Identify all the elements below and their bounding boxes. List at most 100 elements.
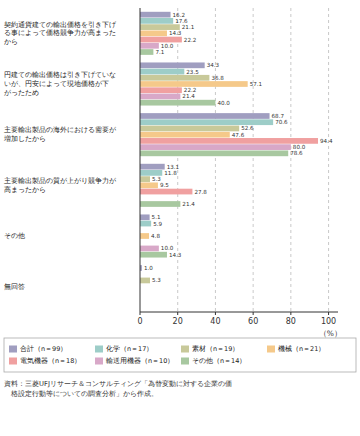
category-label-line: いが、円安によって現地価格が下 — [4, 80, 109, 88]
legend-swatch — [95, 346, 103, 353]
data-label: 5.3 — [152, 176, 161, 182]
data-label: 36.8 — [211, 75, 224, 81]
bar — [140, 201, 180, 207]
bar — [140, 87, 182, 93]
bars — [140, 12, 318, 284]
category-label-line: る事によって価格競争力が高まった — [4, 29, 116, 37]
grid-line — [177, 8, 178, 312]
bar — [140, 30, 167, 36]
grid-line — [215, 8, 216, 312]
data-label: 10.0 — [161, 43, 174, 49]
bar — [140, 164, 165, 170]
legend-label: その他（n＝14） — [192, 357, 246, 365]
bar — [140, 18, 173, 24]
bar — [140, 221, 151, 227]
bar — [140, 189, 192, 195]
bar — [140, 62, 205, 68]
data-label: 57.1 — [250, 81, 263, 87]
category-label: その他 — [4, 232, 25, 240]
bar — [140, 150, 288, 156]
data-label: 21.1 — [182, 24, 195, 30]
bar — [140, 233, 149, 239]
bar — [140, 69, 184, 75]
category-label: 円建ての輸出価格は引き下げていないが、円安によって現地価格が下がったため — [4, 71, 116, 96]
grid — [178, 8, 329, 312]
category-label: 主要輸出製品の海外における需要が増加したから — [3, 126, 117, 143]
data-label: 13.1 — [167, 164, 180, 170]
category-label-line: 主要輸出製品の質が上がり競争力が — [4, 177, 117, 185]
bar — [140, 81, 248, 87]
bar — [140, 49, 153, 55]
data-label: 40.0 — [217, 100, 230, 106]
source-note: 格設定行動等についての調査分析」から作成。 — [4, 390, 158, 398]
x-tick — [290, 312, 291, 315]
category-label-line: その他 — [4, 232, 25, 240]
data-label: 17.6 — [175, 18, 188, 24]
data-label: 14.3 — [169, 30, 182, 36]
data-label: 68.7 — [272, 113, 285, 119]
bar — [140, 119, 273, 125]
legend-item: 合計（n＝99） — [9, 345, 67, 353]
x-tick — [253, 312, 254, 315]
bar — [140, 75, 209, 81]
x-tick-label: 60 — [248, 317, 258, 326]
legend-label: 機械（n＝21） — [278, 345, 325, 353]
bar — [140, 94, 180, 100]
bar — [140, 126, 239, 132]
category-label: 無回答 — [4, 283, 25, 291]
bar — [140, 176, 150, 182]
category-label-line: 主要輸出製品の海外における需要が — [4, 126, 117, 134]
category-label-line: から — [4, 38, 18, 46]
data-label: 4.8 — [151, 233, 160, 239]
data-label: 52.6 — [241, 125, 254, 131]
x-tick — [215, 312, 216, 315]
data-label: 23.5 — [186, 69, 199, 75]
data-label: 5.1 — [152, 214, 161, 220]
data-label: 78.6 — [290, 150, 303, 156]
legend: 合計（n＝99） 化学（n＝17） 素材（n＝19） 機械（n＝21） 電気機器（n＝1… — [4, 338, 356, 372]
category-label-line: 高まったから — [4, 186, 46, 194]
category-label-line: 契約通貨建ての輸出価格を引き下げ — [4, 21, 117, 29]
x-tick-label: 20 — [173, 317, 183, 326]
legend-item: 輸送用機器（n＝10） — [95, 357, 174, 365]
data-labels: 16.217.621.114.322.210.07.134.323.536.85… — [144, 12, 333, 284]
x-tick-label: 80 — [286, 317, 296, 326]
data-label: 11.8 — [164, 170, 177, 176]
legend-frame — [4, 338, 356, 372]
category-label: 契約通貨建ての輸出価格を引き下げる事によって価格競争力が高まったから — [4, 21, 117, 46]
category-label-line: 増加したから — [3, 134, 46, 143]
data-label: 21.4 — [182, 93, 195, 99]
grid-line — [290, 8, 291, 312]
data-label: 22.2 — [184, 87, 196, 93]
legend-label: 電気機器（n＝18） — [20, 357, 81, 365]
legend-swatch — [9, 358, 17, 365]
grid-line — [253, 8, 254, 312]
legend-label: 合計（n＝99） — [20, 345, 67, 353]
bar — [140, 214, 150, 220]
x-tick-label: 0 — [137, 317, 142, 326]
legend-label: 化学（n＝17） — [106, 345, 153, 353]
bar — [140, 43, 159, 49]
data-label: 47.6 — [232, 132, 245, 138]
data-label: 7.1 — [155, 49, 164, 55]
legend-item: 電気機器（n＝18） — [9, 357, 81, 365]
bar — [140, 132, 230, 138]
bar — [140, 113, 270, 119]
legend-item: 機械（n＝21） — [267, 345, 325, 353]
category-label-line: 円建ての輸出価格は引き下げていな — [4, 71, 116, 79]
data-label: 22.2 — [184, 37, 196, 43]
axes: 020406080100（%） — [137, 8, 342, 338]
data-label: 16.2 — [173, 12, 185, 18]
legend-item: その他（n＝14） — [181, 357, 246, 365]
legend-label: 素材（n＝19） — [192, 345, 239, 353]
legend-label: 輸送用機器（n＝10） — [106, 357, 174, 365]
x-tick — [140, 312, 141, 315]
data-label: 27.8 — [194, 189, 207, 195]
data-label: 1.0 — [144, 265, 153, 271]
bar — [140, 138, 318, 144]
x-tick — [328, 312, 329, 315]
source-note: 資料：三菱UFJリサーチ＆コンサルティング「為替変動に対する企業の価 — [4, 380, 232, 388]
legend-swatch — [9, 346, 17, 353]
bar — [140, 182, 158, 188]
category-label-line: がったため — [4, 89, 39, 97]
